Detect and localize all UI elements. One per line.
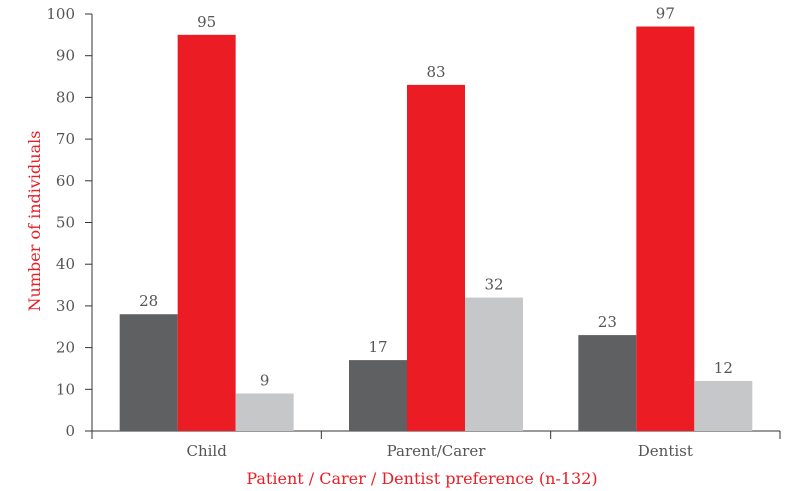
y-tick-label: 10	[56, 380, 75, 398]
axes: 0 10 20 30 40 50 60 70 80 90 100 Child Parent/Carer D…	[46, 5, 781, 460]
bar	[177, 34, 236, 431]
bar	[694, 380, 753, 431]
data-label: 28	[139, 292, 158, 310]
data-labels: 28 95 9 17 83 32 23 97 12	[139, 5, 733, 390]
y-tick-label: 50	[56, 214, 75, 232]
y-tick-label: 0	[65, 422, 75, 440]
y-tick-label: 100	[46, 5, 75, 23]
bar	[636, 26, 695, 431]
x-axis-title: Patient / Carer / Dentist preference (n-…	[246, 469, 597, 488]
bar	[578, 335, 637, 431]
y-axis-title: Number of individuals	[25, 131, 44, 312]
y-tick-label: 30	[56, 297, 75, 315]
y-tick-label: 70	[56, 130, 75, 148]
bar	[235, 393, 294, 431]
bars	[119, 26, 753, 431]
data-label: 83	[426, 63, 445, 81]
data-label: 95	[197, 13, 216, 31]
x-tick-label: Dentist	[638, 442, 693, 460]
y-tick-label: 40	[56, 255, 75, 273]
bar	[119, 314, 178, 431]
y-tick-label: 80	[56, 88, 75, 106]
data-label: 9	[260, 371, 270, 389]
x-tick-label: Parent/Carer	[387, 442, 487, 460]
data-label: 97	[656, 5, 675, 23]
data-label: 12	[714, 359, 733, 377]
y-tick-label: 90	[56, 47, 75, 65]
bar	[349, 360, 407, 431]
y-tick-label: 20	[56, 339, 75, 357]
bar	[465, 297, 523, 431]
bar	[407, 84, 465, 431]
data-label: 17	[368, 338, 387, 356]
x-tick-label: Child	[186, 442, 227, 460]
y-tick-label: 60	[56, 172, 75, 190]
data-label: 23	[598, 313, 617, 331]
data-label: 32	[484, 276, 503, 294]
